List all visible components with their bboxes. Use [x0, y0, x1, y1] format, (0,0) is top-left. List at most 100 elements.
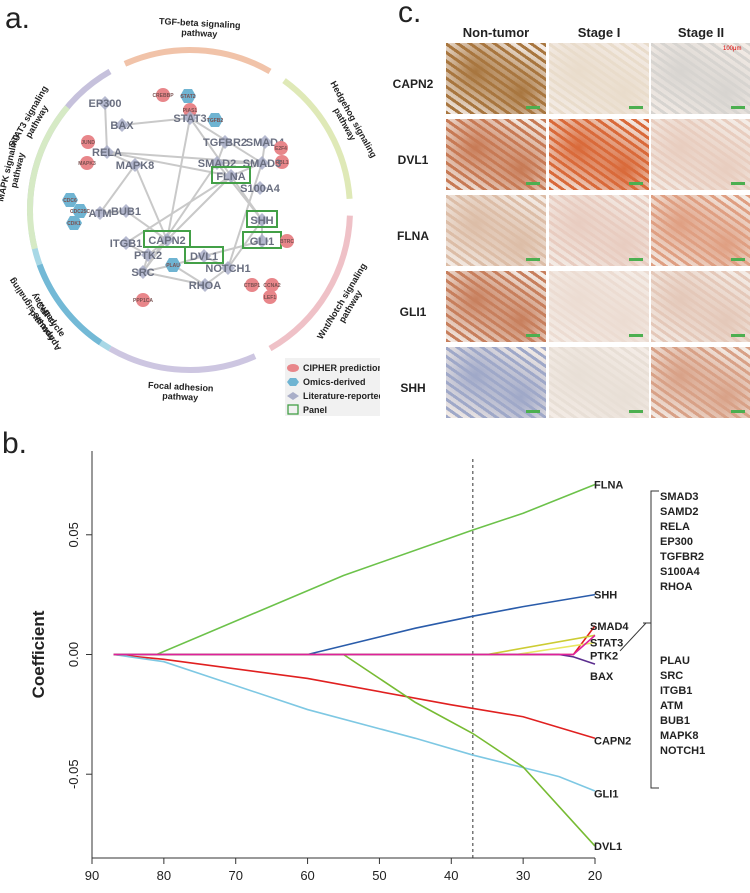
edge-smad3-notch1	[227, 162, 263, 269]
lasso-coefficient-chart: 90807060504030200.050.00-0.05LambdaCoeff…	[29, 451, 705, 883]
edge-rhoa-src	[142, 271, 206, 286]
node-cdc6: CDC6	[62, 193, 78, 207]
y-tick-label: 0.05	[66, 522, 81, 547]
row-header-flna: FLNA	[397, 229, 429, 243]
ihc-tile-flna-stage-i	[549, 195, 649, 266]
node-itgb1: ITGB1	[110, 236, 142, 250]
series-label-dvl1: DVL1	[594, 841, 622, 853]
ihc-tile-gli1-non-tumor	[446, 271, 546, 342]
ihc-tile-shh-stage-i	[549, 347, 649, 418]
group-upper-label-rela: RELA	[660, 521, 690, 533]
ihc-image-grid: Non-tumor Stage I Stage II CAPN2 DVL1 FL…	[383, 25, 750, 455]
node-label: CTBP1	[244, 283, 261, 289]
series-label-flna: FLNA	[594, 480, 623, 492]
x-tick-label: 80	[157, 868, 171, 883]
node-label: PPP1CA	[133, 298, 153, 304]
column-header-stage-ii: Stage II	[677, 25, 725, 40]
node-mapk3: MAPK3	[78, 156, 96, 170]
ihc-tile-gli1-stage-i	[549, 271, 649, 342]
scale-bar	[731, 258, 745, 261]
y-axis-title: Coefficient	[29, 610, 48, 698]
x-tick-label: 60	[300, 868, 314, 883]
node-tgfbr2: TGFBR2	[203, 135, 247, 149]
edge-ep300-rela	[104, 102, 108, 153]
node-rhoa: RHOA	[189, 278, 221, 292]
node-label: CCNA2	[263, 283, 280, 289]
pathway-label-text: pathway	[162, 391, 198, 403]
ihc-tile-capn2-stage-i	[549, 43, 649, 114]
node-label: CAPN2	[148, 235, 185, 247]
legend-box	[285, 358, 380, 416]
panel-letter-a: a.	[5, 2, 31, 35]
node-label: BUB1	[111, 206, 141, 218]
node-label: PLAU	[166, 263, 180, 269]
x-tick-label: 30	[516, 868, 530, 883]
pathway-arc	[282, 78, 353, 200]
edge-flna-rela	[106, 151, 232, 177]
pathway-arc	[27, 105, 70, 250]
group-lower-label-itgb1: ITGB1	[660, 685, 692, 697]
row-header-shh: SHH	[400, 381, 426, 395]
node-capn2: CAPN2	[143, 230, 191, 248]
node-label: SRC	[131, 267, 154, 279]
edge-dvl1-gli1	[203, 240, 263, 257]
scale-bar	[526, 106, 540, 109]
group-lower-label-src: SRC	[660, 670, 683, 682]
node-label: TGFBR2	[203, 137, 247, 149]
node-pias1: PIAS1	[183, 103, 197, 117]
row-header-capn2: CAPN2	[392, 77, 434, 91]
node-label: CDK1	[67, 221, 81, 227]
ihc-tile-capn2-stage-ii	[651, 43, 750, 114]
legend-item-literature-reported: Literature-reported	[287, 391, 380, 401]
pathway-arc	[268, 215, 353, 352]
node-label: FLNA	[216, 171, 245, 183]
node-s100a4: S100A4	[240, 181, 281, 195]
edge-stat3-capn2	[166, 117, 191, 241]
node-lef1: LEF1	[263, 290, 277, 304]
node-label: S100A4	[240, 183, 281, 195]
pathway-arc	[36, 263, 103, 346]
node-label: MAPK3	[78, 161, 96, 167]
series-line-shh	[113, 593, 596, 656]
series-label-ptk2: PTK2	[590, 651, 618, 663]
scale-bar	[629, 106, 643, 109]
node-crebbp: CREBBP	[152, 88, 174, 102]
node-notch1: NOTCH1	[205, 261, 251, 275]
ihc-tile-dvl1-non-tumor	[446, 119, 546, 190]
series-label-bax: BAX	[590, 671, 614, 683]
node-label: STAT2	[180, 94, 195, 100]
row-header-gli1: GLI1	[399, 305, 427, 319]
node-gli1: GLI1	[242, 231, 282, 249]
node-label: CDC6	[63, 198, 77, 204]
node-stat2: STAT2	[180, 89, 196, 103]
group-bracket	[643, 490, 659, 789]
y-tick-label: 0.00	[66, 642, 81, 667]
node-rela: RELA	[92, 145, 122, 159]
node-mapk8: MAPK8	[116, 158, 154, 172]
scale-bar	[526, 410, 540, 413]
node-label: BAX	[110, 120, 134, 132]
ihc-tile-flna-stage-ii	[651, 195, 750, 266]
ihc-tile-flna-non-tumor	[446, 195, 546, 266]
node-label: SHH	[250, 215, 273, 227]
series-label-shh: SHH	[594, 590, 617, 602]
node-label: E2F4	[275, 146, 287, 152]
legend-label: Omics-derived	[303, 377, 366, 387]
scale-bar	[526, 182, 540, 185]
ihc-tile-dvl1-stage-i	[549, 119, 649, 190]
scale-bar	[731, 182, 745, 185]
node-ppp1ca: PPP1CA	[133, 293, 153, 307]
scale-bar	[526, 258, 540, 261]
edge-mapk8-capn2	[134, 164, 168, 241]
node-e2f4: E2F4	[274, 141, 288, 155]
legend-item-panel: Panel	[287, 404, 327, 415]
node-label: RELA	[92, 147, 122, 159]
node-label: DVL1	[190, 251, 218, 263]
node-label: JUND	[81, 140, 95, 146]
node-jund: JUND	[81, 135, 95, 149]
